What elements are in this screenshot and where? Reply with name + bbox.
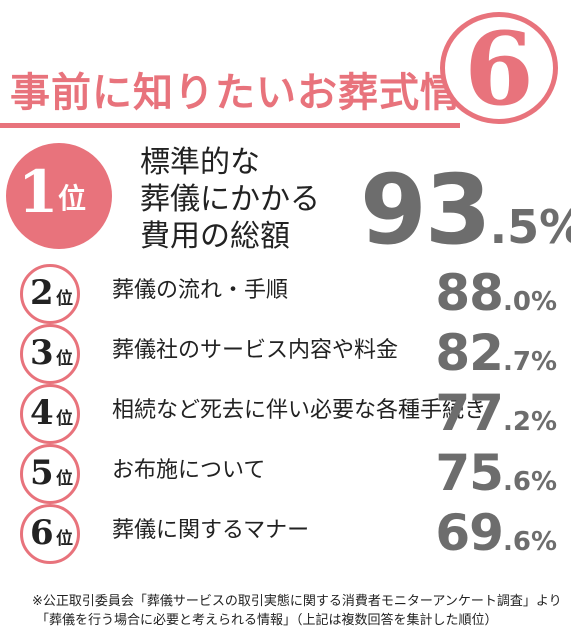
rank-value-int: 77 bbox=[435, 384, 504, 442]
rank-label: お布施について bbox=[112, 458, 266, 483]
rank-badge: 6 位 bbox=[20, 504, 80, 564]
rank-value-int: 82 bbox=[435, 324, 504, 382]
page-title: 事前に知りたいお葬式情報 bbox=[10, 69, 502, 116]
rank-value: 69.6% bbox=[435, 504, 557, 562]
rank-suffix: 位 bbox=[56, 409, 73, 429]
rank-1-value-unit: % bbox=[539, 200, 571, 254]
rank-number: 3 bbox=[30, 333, 54, 373]
title-underline bbox=[0, 123, 460, 128]
rank-label: 葬儀社のサービス内容や料金 bbox=[112, 338, 399, 363]
source-note: ※公正取引委員会「葬儀サービスの取引実態に関する消費者モニターアンケート調査」よ… bbox=[0, 592, 571, 630]
rank-value: 88.0% bbox=[435, 264, 557, 322]
rank-number: 6 bbox=[30, 513, 54, 553]
rank-value-unit: % bbox=[530, 347, 557, 377]
rank-value-unit: % bbox=[530, 527, 557, 557]
rank-value-dec: .7 bbox=[502, 347, 531, 377]
rank-row: 5 位 お布施について 75.6% bbox=[0, 442, 571, 504]
rank-label: 葬儀に関するマナー bbox=[112, 518, 310, 543]
rank-number: 2 bbox=[30, 273, 54, 313]
rank-value-int: 75 bbox=[435, 444, 504, 502]
rank-suffix: 位 bbox=[56, 529, 73, 549]
rank-1-value: 93.5% bbox=[360, 160, 571, 260]
rank-1-number: 1 bbox=[18, 158, 59, 226]
rank-value: 77.2% bbox=[435, 384, 557, 442]
rank-value-int: 69 bbox=[435, 504, 504, 562]
rank-label: 葬儀の流れ・手順 bbox=[112, 278, 289, 303]
rank-badge: 4 位 bbox=[20, 384, 80, 444]
rank-1-label-line: 費用の総額 bbox=[140, 219, 290, 254]
rank-suffix: 位 bbox=[56, 469, 73, 489]
rank-suffix: 位 bbox=[56, 289, 73, 309]
rank-badge: 2 位 bbox=[20, 264, 80, 324]
rank-1-label-line: 標準的な bbox=[140, 145, 260, 180]
rank-1-suffix: 位 bbox=[58, 182, 87, 215]
episode-number-badge: 6 bbox=[440, 12, 558, 124]
rank-row: 2 位 葬儀の流れ・手順 88.0% bbox=[0, 262, 571, 324]
header: 事前に知りたいお葬式情報 6 bbox=[0, 0, 571, 130]
rank-1-value-dec: .5 bbox=[489, 200, 540, 254]
rank-1-label: 標準的な 葬儀にかかる 費用の総額 bbox=[140, 144, 370, 255]
rank-row: 4 位 相続など死去に伴い必要な各種手続き 77.2% bbox=[0, 382, 571, 444]
source-line-2: 「葬儀を行う場合に必要と考えられる情報」（上記は複数回答を集計した順位） bbox=[36, 613, 498, 628]
rank-suffix: 位 bbox=[56, 349, 73, 369]
rank-value-dec: .0 bbox=[502, 287, 531, 317]
rank-value-dec: .6 bbox=[502, 467, 531, 497]
rank-value: 82.7% bbox=[435, 324, 557, 382]
rank-badge: 5 位 bbox=[20, 444, 80, 504]
rank-value-unit: % bbox=[530, 407, 557, 437]
rank-value-unit: % bbox=[530, 287, 557, 317]
rank-value-dec: .6 bbox=[502, 527, 531, 557]
source-line-1: ※公正取引委員会「葬儀サービスの取引実態に関する消費者モニターアンケート調査」よ… bbox=[32, 594, 562, 609]
rank-row: 6 位 葬儀に関するマナー 69.6% bbox=[0, 502, 571, 564]
rank-label: 相続など死去に伴い必要な各種手続き bbox=[112, 398, 487, 423]
rank-row: 3 位 葬儀社のサービス内容や料金 82.7% bbox=[0, 322, 571, 384]
rank-value-dec: .2 bbox=[502, 407, 531, 437]
rank-1-value-int: 93 bbox=[360, 154, 492, 266]
rank-value-int: 88 bbox=[435, 264, 504, 322]
rank-number: 4 bbox=[30, 393, 54, 433]
rank-number: 5 bbox=[30, 453, 54, 493]
rank-value-unit: % bbox=[530, 467, 557, 497]
rank-badge: 3 位 bbox=[20, 324, 80, 384]
rank-1-badge: 1 位 bbox=[6, 143, 112, 249]
rank-1-label-line: 葬儀にかかる bbox=[140, 182, 320, 217]
episode-number: 6 bbox=[464, 10, 534, 128]
rank-value: 75.6% bbox=[435, 444, 557, 502]
